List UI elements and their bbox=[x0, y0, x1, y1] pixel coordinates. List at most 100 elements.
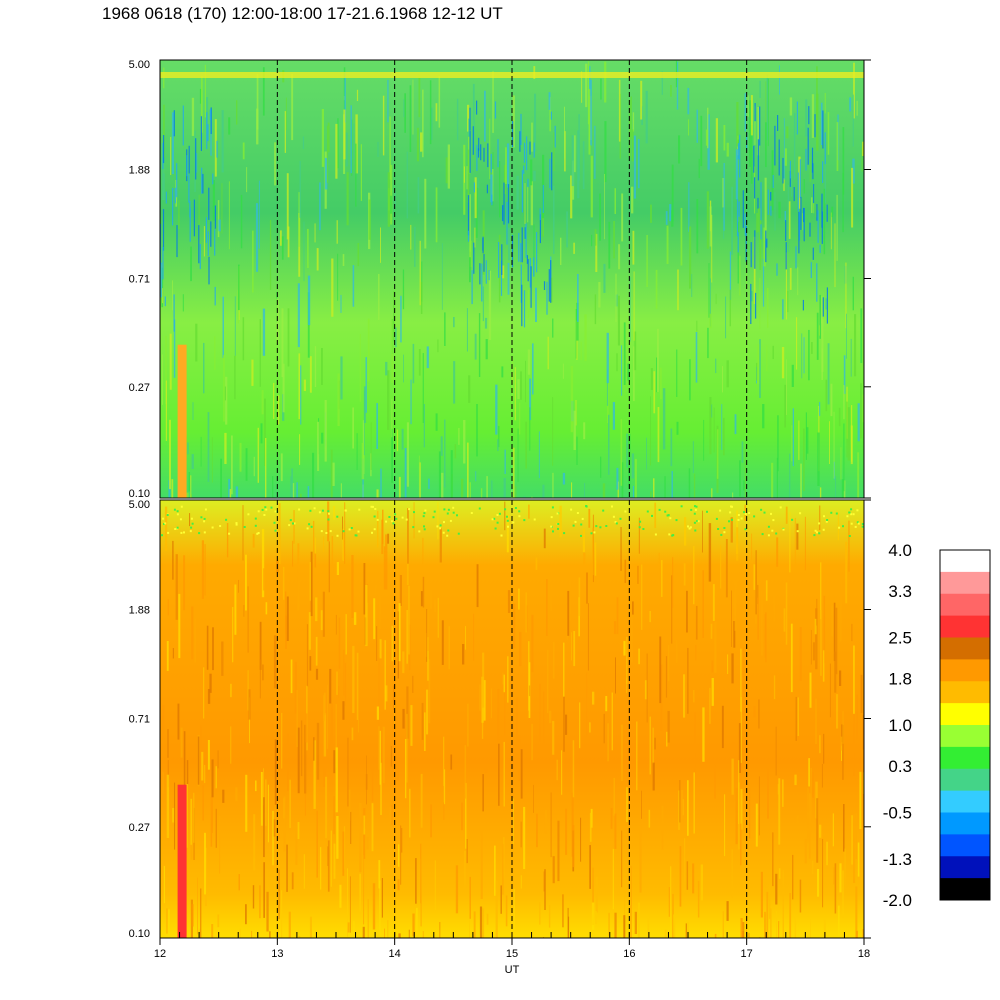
texture-streak bbox=[325, 157, 328, 190]
texture-speckle bbox=[719, 509, 722, 512]
texture-streak bbox=[338, 617, 341, 669]
colorbar-tick-label: 3.3 bbox=[888, 582, 912, 601]
texture-streak bbox=[592, 691, 595, 705]
texture-streak bbox=[808, 793, 811, 859]
texture-speckle bbox=[743, 511, 746, 514]
texture-streak bbox=[792, 854, 794, 900]
texture-streak bbox=[816, 204, 818, 221]
texture-streak bbox=[796, 317, 798, 370]
texture-streak bbox=[723, 417, 725, 456]
texture-streak bbox=[714, 764, 716, 799]
texture-speckle bbox=[313, 507, 316, 510]
texture-streak bbox=[715, 293, 717, 305]
texture-streak bbox=[479, 684, 481, 711]
texture-streak bbox=[550, 260, 552, 303]
texture-streak bbox=[788, 201, 791, 239]
texture-streak bbox=[520, 371, 522, 400]
texture-streak bbox=[361, 442, 365, 480]
texture-streak bbox=[630, 96, 632, 139]
texture-streak bbox=[379, 730, 381, 785]
texture-streak bbox=[594, 294, 597, 325]
texture-streak bbox=[379, 880, 381, 938]
texture-streak bbox=[353, 920, 355, 938]
texture-speckle bbox=[491, 518, 494, 521]
texture-streak bbox=[420, 773, 423, 828]
texture-speckle bbox=[856, 521, 859, 524]
texture-streak bbox=[332, 462, 335, 486]
texture-streak bbox=[352, 645, 355, 713]
texture-speckle bbox=[518, 515, 521, 518]
texture-speckle bbox=[602, 509, 605, 512]
texture-streak bbox=[789, 893, 792, 938]
texture-streak bbox=[561, 750, 563, 795]
texture-streak bbox=[527, 186, 529, 223]
texture-streak bbox=[198, 928, 201, 938]
texture-streak bbox=[582, 528, 585, 552]
texture-streak bbox=[772, 832, 774, 887]
texture-streak bbox=[740, 648, 742, 712]
texture-streak bbox=[438, 451, 441, 498]
texture-streak bbox=[347, 922, 350, 933]
texture-streak bbox=[766, 891, 769, 938]
colorbar-tick-label: 2.5 bbox=[888, 629, 912, 648]
texture-speckle bbox=[190, 526, 193, 529]
texture-speckle bbox=[243, 526, 246, 528]
texture-streak bbox=[818, 325, 820, 336]
texture-streak bbox=[410, 224, 412, 250]
texture-streak bbox=[671, 164, 674, 222]
texture-streak bbox=[630, 865, 632, 907]
texture-speckle bbox=[257, 532, 260, 534]
texture-speckle bbox=[264, 506, 267, 509]
texture-streak bbox=[750, 125, 753, 184]
texture-streak bbox=[618, 244, 621, 270]
texture-speckle bbox=[605, 525, 608, 527]
texture-speckle bbox=[447, 508, 450, 511]
colorbar-tick-label: -1.3 bbox=[883, 850, 912, 869]
texture-streak bbox=[211, 759, 214, 798]
texture-streak bbox=[222, 789, 225, 803]
texture-streak bbox=[208, 187, 210, 220]
texture-speckle bbox=[779, 506, 782, 509]
texture-streak bbox=[556, 759, 558, 781]
texture-streak bbox=[464, 745, 467, 799]
texture-streak bbox=[791, 364, 794, 387]
texture-speckle bbox=[693, 512, 696, 515]
texture-streak bbox=[860, 308, 863, 363]
texture-streak bbox=[230, 683, 232, 698]
texture-streak bbox=[822, 297, 824, 317]
texture-streak bbox=[273, 635, 277, 689]
texture-streak bbox=[195, 138, 197, 180]
texture-streak bbox=[333, 505, 335, 520]
texture-streak bbox=[180, 727, 183, 758]
texture-streak bbox=[725, 296, 727, 339]
texture-streak bbox=[498, 743, 500, 806]
texture-streak bbox=[659, 636, 662, 704]
texture-streak bbox=[211, 770, 213, 833]
texture-streak bbox=[843, 355, 846, 394]
texture-streak bbox=[672, 557, 674, 608]
texture-streak bbox=[200, 116, 202, 151]
texture-streak bbox=[606, 369, 609, 406]
texture-streak bbox=[751, 533, 753, 561]
texture-speckle bbox=[457, 532, 460, 535]
texture-streak bbox=[518, 735, 521, 781]
texture-streak bbox=[437, 502, 439, 540]
texture-streak bbox=[519, 631, 522, 667]
texture-streak bbox=[155, 209, 156, 231]
texture-streak bbox=[740, 697, 742, 763]
texture-streak bbox=[495, 880, 498, 938]
texture-streak bbox=[306, 624, 309, 687]
texture-streak bbox=[631, 453, 635, 479]
texture-streak bbox=[337, 118, 339, 169]
texture-streak bbox=[500, 885, 502, 914]
texture-speckle bbox=[423, 525, 425, 528]
texture-streak bbox=[826, 287, 828, 324]
texture-streak bbox=[650, 396, 651, 466]
texture-streak bbox=[845, 262, 847, 329]
texture-speckle bbox=[504, 508, 507, 511]
texture-speckle bbox=[767, 534, 770, 537]
texture-streak bbox=[187, 442, 189, 455]
texture-speckle bbox=[166, 514, 169, 516]
texture-streak bbox=[466, 839, 468, 864]
texture-streak bbox=[214, 119, 217, 177]
